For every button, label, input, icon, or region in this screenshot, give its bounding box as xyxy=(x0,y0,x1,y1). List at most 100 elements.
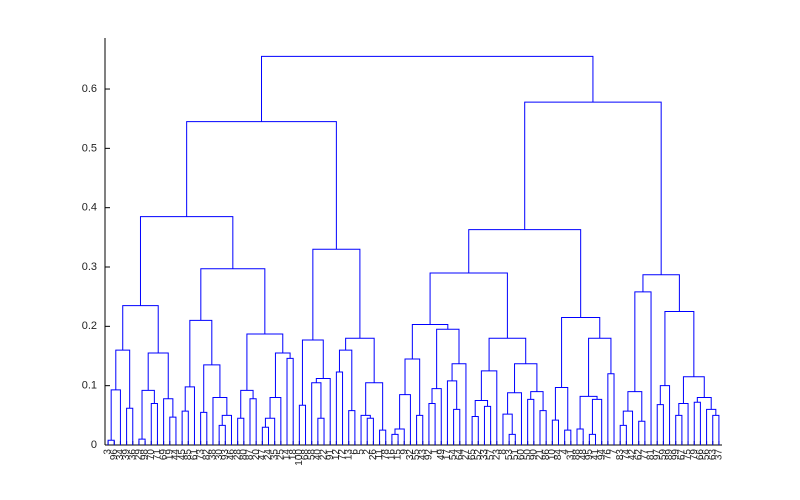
link xyxy=(483,405,492,445)
leaf-label: 78 xyxy=(380,449,391,461)
link xyxy=(634,291,652,445)
leaf-label: 74 xyxy=(621,449,632,461)
link xyxy=(261,55,594,122)
link xyxy=(436,328,460,389)
leaf-label: 68 xyxy=(300,449,311,461)
leaf-label: 79 xyxy=(689,449,700,461)
leaf-label: 76 xyxy=(602,449,613,461)
leaf-label: 95 xyxy=(584,449,595,461)
leaf-label: 12 xyxy=(331,449,342,461)
leaf-label: 96 xyxy=(109,449,120,461)
link xyxy=(451,363,467,445)
link xyxy=(301,339,324,406)
link xyxy=(317,417,325,445)
y-tick-label: 0.6 xyxy=(82,83,97,95)
link xyxy=(311,382,322,445)
leaf-label: 8 xyxy=(498,449,509,455)
leaf-label: 61 xyxy=(189,449,200,461)
link xyxy=(163,398,174,445)
link xyxy=(480,370,498,445)
leaf-label: 27 xyxy=(461,449,472,461)
link xyxy=(428,402,436,445)
leaf-label: 91 xyxy=(325,449,336,461)
link xyxy=(315,378,331,445)
leaf-label: 6 xyxy=(350,449,361,455)
leaf-label: 69 xyxy=(158,449,169,461)
link xyxy=(404,358,421,416)
leaf-label: 4 xyxy=(559,449,570,455)
y-tick-label: 0.2 xyxy=(82,320,97,332)
link xyxy=(468,229,582,318)
y-tick-label: 0 xyxy=(91,439,97,451)
leaf-label: 2 xyxy=(362,449,373,455)
link xyxy=(274,352,291,398)
link xyxy=(269,397,282,445)
link xyxy=(579,395,598,429)
link xyxy=(169,416,177,445)
leaf-label: 20 xyxy=(251,449,262,461)
leaf-label: 72 xyxy=(337,449,348,461)
leaf-label: 49 xyxy=(436,449,447,461)
leaf-label: 7 xyxy=(609,449,620,455)
link xyxy=(249,398,257,445)
leaf-label: 11 xyxy=(374,449,385,460)
y-tick-label: 0.4 xyxy=(82,202,97,214)
link xyxy=(474,400,489,417)
leaf-label: 62 xyxy=(633,449,644,461)
leaf-label: 98 xyxy=(140,449,151,461)
leaf-label: 34 xyxy=(115,449,126,461)
leaf-label: 97 xyxy=(652,449,663,461)
link xyxy=(554,386,569,431)
leaf-label: 46 xyxy=(226,449,237,461)
link xyxy=(200,268,266,335)
leaf-label: 71 xyxy=(152,449,163,461)
leaf-label: 22 xyxy=(319,449,330,461)
leaf-label: 1 xyxy=(430,449,441,455)
link xyxy=(607,373,615,445)
link xyxy=(659,385,671,445)
leaf-label: 24 xyxy=(263,449,274,461)
leaf-label: 16 xyxy=(387,449,398,461)
link xyxy=(527,398,535,445)
leaf-label: 47 xyxy=(257,449,268,461)
leaf-label: 52 xyxy=(473,449,484,461)
leaf-label: 14 xyxy=(282,449,293,461)
y-tick-label: 0.5 xyxy=(82,142,97,154)
link xyxy=(264,417,276,445)
link xyxy=(139,216,234,306)
leaf-label: 39 xyxy=(121,449,132,461)
leaf-label: 41 xyxy=(590,449,601,461)
leaf-label: 50 xyxy=(522,449,533,461)
link xyxy=(696,397,712,410)
leaf-label: 70 xyxy=(146,449,157,461)
link xyxy=(530,391,544,411)
leaf-label: 54 xyxy=(448,449,459,461)
link xyxy=(184,386,195,445)
link xyxy=(115,349,131,409)
y-tick-label: 0.1 xyxy=(82,380,97,392)
leaf-label: 93 xyxy=(220,449,231,461)
link xyxy=(561,316,601,388)
link xyxy=(431,388,442,445)
link xyxy=(365,382,384,431)
leaf-label: 18 xyxy=(288,449,299,461)
link xyxy=(366,417,374,445)
link xyxy=(429,272,508,339)
leaf-label: 29 xyxy=(134,449,145,461)
link xyxy=(675,414,683,445)
link xyxy=(298,404,307,445)
link xyxy=(218,424,226,445)
leaf-label: 13 xyxy=(343,449,354,461)
leaf-label: 58 xyxy=(306,449,317,461)
link xyxy=(379,429,387,445)
leaf-label: 21 xyxy=(535,449,546,461)
leaf-label: 86 xyxy=(541,449,552,461)
leaf-label: 87 xyxy=(245,449,256,461)
link xyxy=(488,337,527,371)
leaf-label: 35 xyxy=(269,449,280,461)
link xyxy=(502,413,513,445)
leaf-label: 81 xyxy=(646,449,657,461)
link xyxy=(524,101,662,275)
link xyxy=(564,429,572,445)
link xyxy=(150,402,158,445)
